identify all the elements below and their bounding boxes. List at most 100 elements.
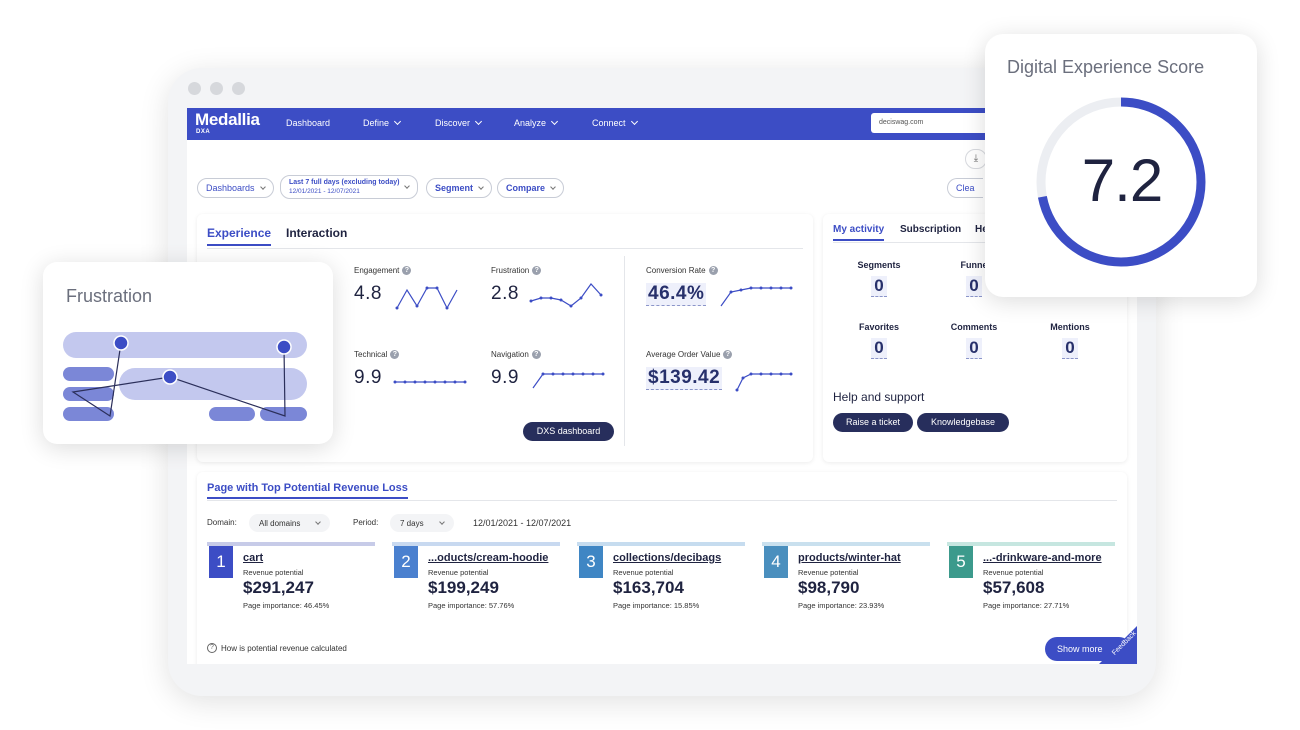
revenue-potential-label: Revenue potential [428, 568, 489, 577]
chevron-down-icon [393, 117, 402, 126]
revenue-page-item[interactable]: 4 products/winter-hat Revenue potential … [762, 542, 932, 622]
domain-select[interactable]: All domains [249, 514, 331, 532]
help-icon[interactable]: ? [708, 266, 718, 275]
period-filter[interactable]: Last 7 full days (excluding today) 12/01… [280, 175, 419, 199]
page-name-link[interactable]: collections/decibags [613, 552, 722, 564]
domain-input[interactable]: deciswag.com [871, 113, 991, 133]
page-rank: 3 [579, 546, 603, 578]
page-bar [207, 542, 375, 546]
download-icon: ⤓ [973, 153, 979, 164]
stat-mentions[interactable]: Mentions 0 [1030, 322, 1110, 359]
page-rank: 2 [394, 546, 418, 578]
revenue-calc-help-label: How is potential revenue calculated [221, 643, 347, 653]
dashboards-filter[interactable]: Dashboards [197, 178, 274, 198]
page-importance: Page importance: 46.45% [243, 601, 330, 610]
tab-subscription[interactable]: Subscription [900, 224, 962, 235]
conversion-value: 46.4% [646, 283, 707, 306]
technical-metric[interactable]: Technical? 9.9 [354, 350, 400, 389]
clear-button[interactable]: Clea [947, 178, 983, 198]
help-icon[interactable]: ? [531, 350, 541, 359]
conversion-metric[interactable]: Conversion Rate? 46.4% [646, 266, 718, 306]
page-importance: Page importance: 57.76% [428, 601, 515, 610]
tab-my-activity[interactable]: My activity [833, 224, 885, 241]
stat-funnels[interactable]: Funne 0 [934, 260, 1014, 297]
tab-experience[interactable]: Experience [207, 226, 272, 246]
domain-label: Domain: [207, 518, 237, 527]
nav-analyze-label: Analyze [514, 118, 547, 128]
engagement-metric[interactable]: Engagement? 4.8 [354, 266, 412, 305]
help-icon[interactable]: ? [723, 350, 733, 359]
nav-discover-label: Discover [435, 118, 471, 128]
nav-discover[interactable]: Discover [435, 117, 483, 128]
feedback-tab[interactable]: Feedback [1097, 622, 1137, 664]
page-name-link[interactable]: ...-drinkware-and-more [983, 552, 1102, 564]
page-name-link[interactable]: products/winter-hat [798, 552, 901, 564]
chevron-down-icon [550, 183, 556, 190]
tab-help[interactable]: He [975, 224, 988, 235]
stat-segments[interactable]: Segments 0 [839, 260, 919, 297]
revenue-amount: $291,247 [243, 578, 314, 597]
revenue-potential-label: Revenue potential [798, 568, 859, 577]
frustration-label: Frustration [491, 266, 530, 275]
page-rank: 4 [764, 546, 788, 578]
navigation-metric[interactable]: Navigation? 9.9 [491, 350, 541, 389]
activity-card: My activity Subscription He Segments 0 Fu… [823, 214, 1127, 462]
page-name-link[interactable]: cart [243, 552, 264, 564]
nav-define[interactable]: Define [363, 117, 402, 128]
domain-select-value: All domains [259, 518, 301, 528]
aov-label-row: Average Order Value? [646, 350, 733, 359]
logo[interactable]: Medallia [195, 110, 260, 129]
revenue-calc-help[interactable]: ? How is potential revenue calculated [207, 643, 347, 653]
aov-metric[interactable]: Average Order Value? $139.42 [646, 350, 733, 390]
revenue-page-item[interactable]: 2 ...oducts/cream-hoodie Revenue potenti… [392, 542, 562, 622]
revenue-amount: $98,790 [798, 578, 860, 597]
page-name-link[interactable]: ...oducts/cream-hoodie [428, 552, 549, 564]
revenue-page-item[interactable]: 5 ...-drinkware-and-more Revenue potenti… [947, 542, 1117, 622]
frustration-card-title: Frustration [66, 286, 153, 306]
period-filter-range: 12/01/2021 - 12/07/2021 [289, 188, 360, 195]
period-select[interactable]: 7 days [390, 514, 454, 532]
engagement-label-row: Engagement? [354, 266, 412, 275]
stat-favorites[interactable]: Favorites 0 [839, 322, 919, 359]
segment-filter-label: Segment [435, 183, 474, 193]
download-button[interactable]: ⤓ [965, 149, 987, 169]
window-dot[interactable] [210, 82, 223, 95]
frustration-card: Frustration [43, 262, 333, 444]
page-importance: Page importance: 15.85% [613, 601, 700, 610]
knowledgebase-button[interactable]: Knowledgebase [917, 413, 1009, 432]
chevron-down-icon [438, 518, 445, 525]
help-icon[interactable]: ? [390, 350, 400, 359]
window-dot[interactable] [188, 82, 201, 95]
page-importance: Page importance: 27.71% [983, 601, 1070, 610]
stat-comments-label: Comments [950, 322, 998, 332]
revenue-page-item[interactable]: 3 collections/decibags Revenue potential… [577, 542, 747, 622]
stat-mentions-value: 0 [1062, 338, 1078, 359]
question-icon: ? [207, 643, 217, 653]
stat-funnels-value: 0 [966, 276, 982, 297]
nav-connect-label: Connect [592, 118, 626, 128]
frustration-path-illustration [63, 332, 307, 421]
help-icon[interactable]: ? [532, 266, 542, 275]
compare-filter-label: Compare [506, 183, 546, 193]
conversion-label-row: Conversion Rate? [646, 266, 718, 275]
compare-filter[interactable]: Compare [497, 178, 565, 198]
segment-filter[interactable]: Segment [426, 178, 493, 198]
stat-mentions-label: Mentions [1050, 322, 1090, 332]
nav-define-label: Define [363, 118, 390, 128]
nav-dashboard[interactable]: Dashboard [286, 118, 330, 128]
help-icon[interactable]: ? [402, 266, 412, 275]
frustration-metric[interactable]: Frustration? 2.8 [491, 266, 542, 305]
nav-connect[interactable]: Connect [592, 117, 638, 128]
window-dot[interactable] [232, 82, 245, 95]
revenue-page-item[interactable]: 1 cart Revenue potential $291,247 Page i… [207, 542, 377, 622]
logo-subtitle: DXA [196, 129, 211, 135]
dxs-dashboard-button[interactable]: DXS dashboard [523, 422, 614, 441]
technical-label: Technical [354, 350, 388, 359]
frustration-label-row: Frustration? [491, 266, 542, 275]
stat-comments[interactable]: Comments 0 [934, 322, 1014, 359]
raise-ticket-button[interactable]: Raise a ticket [833, 413, 913, 432]
nav-analyze[interactable]: Analyze [514, 117, 559, 128]
revenue-potential-label: Revenue potential [243, 568, 304, 577]
tab-interaction[interactable]: Interaction [286, 226, 348, 240]
